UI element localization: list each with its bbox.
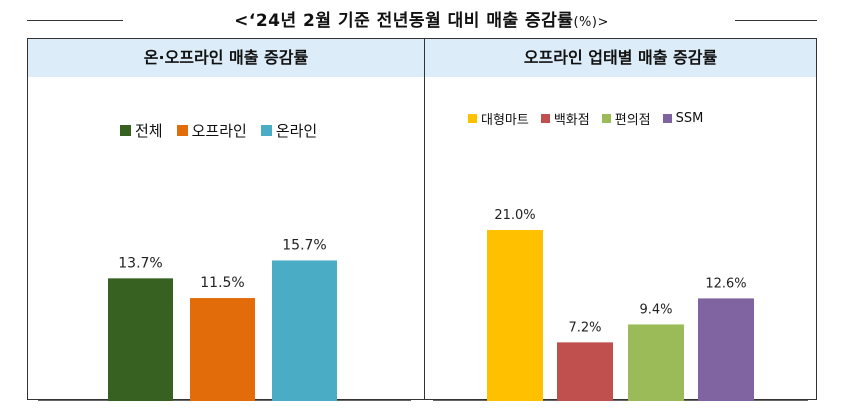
- legend-label: 전체: [135, 122, 163, 140]
- legend-label: 편의점: [614, 113, 651, 128]
- chart-panel-online-offline: 온·오프라인 매출 증감률 전체 오프라인 온라인 13.7% 11.5% 15.7%: [28, 39, 425, 401]
- data-label: 15.7%: [282, 237, 326, 253]
- legend-item: SSM: [662, 109, 704, 128]
- legend-item: 편의점: [601, 109, 651, 128]
- legend-swatch: [468, 114, 477, 123]
- chart-title: 오프라인 업태별 매출 증감률: [425, 39, 816, 77]
- legend-item: 대형마트: [468, 109, 529, 128]
- page-title: <‘24년 2월 기준 전년동월 대비 매출 증감률(%)>: [0, 6, 843, 31]
- chart-legend: 대형마트 백화점 편의점 SSM: [468, 109, 703, 128]
- bar-chart-online-offline: 13.7% 11.5% 15.7%: [38, 237, 411, 401]
- bar-4: [698, 298, 754, 401]
- legend-swatch: [176, 125, 188, 136]
- data-label: 21.0%: [494, 208, 535, 223]
- legend-item: 전체: [120, 120, 163, 141]
- legend-item: 오프라인: [176, 120, 247, 141]
- legend-label: 온라인: [275, 122, 318, 140]
- title-rule-left: [27, 20, 123, 21]
- legend-item: 온라인: [260, 120, 318, 141]
- bar-2: [190, 298, 255, 401]
- data-label: 12.6%: [705, 276, 746, 291]
- legend-swatch: [601, 114, 611, 123]
- chart-frame: 온·오프라인 매출 증감률 전체 오프라인 온라인 13.7% 11.5% 15.7% …: [27, 38, 817, 401]
- data-label: 13.7%: [118, 255, 162, 271]
- legend-item: 백화점: [540, 109, 590, 128]
- chart-legend: 전체 오프라인 온라인: [120, 120, 317, 141]
- chart-panel-offline-format: 오프라인 업태별 매출 증감률 대형마트 백화점 편의점 SSM 21.0% 7.2% 9…: [425, 39, 816, 401]
- bar-chart-offline-format: 21.0% 7.2% 9.4% 12.6%: [433, 208, 808, 401]
- legend-swatch: [260, 125, 272, 136]
- bar-3: [272, 260, 337, 401]
- chart-title: 온·오프라인 매출 증감률: [28, 39, 424, 77]
- legend-label: SSM: [675, 111, 704, 126]
- bar-1: [487, 230, 543, 401]
- bar-3: [628, 324, 684, 401]
- legend-label: 대형마트: [481, 113, 529, 128]
- data-label: 7.2%: [568, 320, 601, 335]
- data-label: 11.5%: [200, 275, 244, 291]
- page-title-unit: (%)>: [573, 15, 609, 30]
- legend-swatch: [540, 114, 550, 123]
- data-label: 9.4%: [639, 302, 672, 317]
- legend-label: 백화점: [553, 113, 590, 128]
- title-rule-right: [735, 20, 817, 21]
- bar-2: [557, 342, 613, 401]
- bar-1: [108, 278, 173, 401]
- legend-swatch: [120, 125, 131, 136]
- page-title-text: <‘24년 2월 기준 전년동월 대비 매출 증감률: [234, 11, 574, 31]
- legend-swatch: [662, 114, 672, 123]
- legend-label: 오프라인: [191, 122, 247, 140]
